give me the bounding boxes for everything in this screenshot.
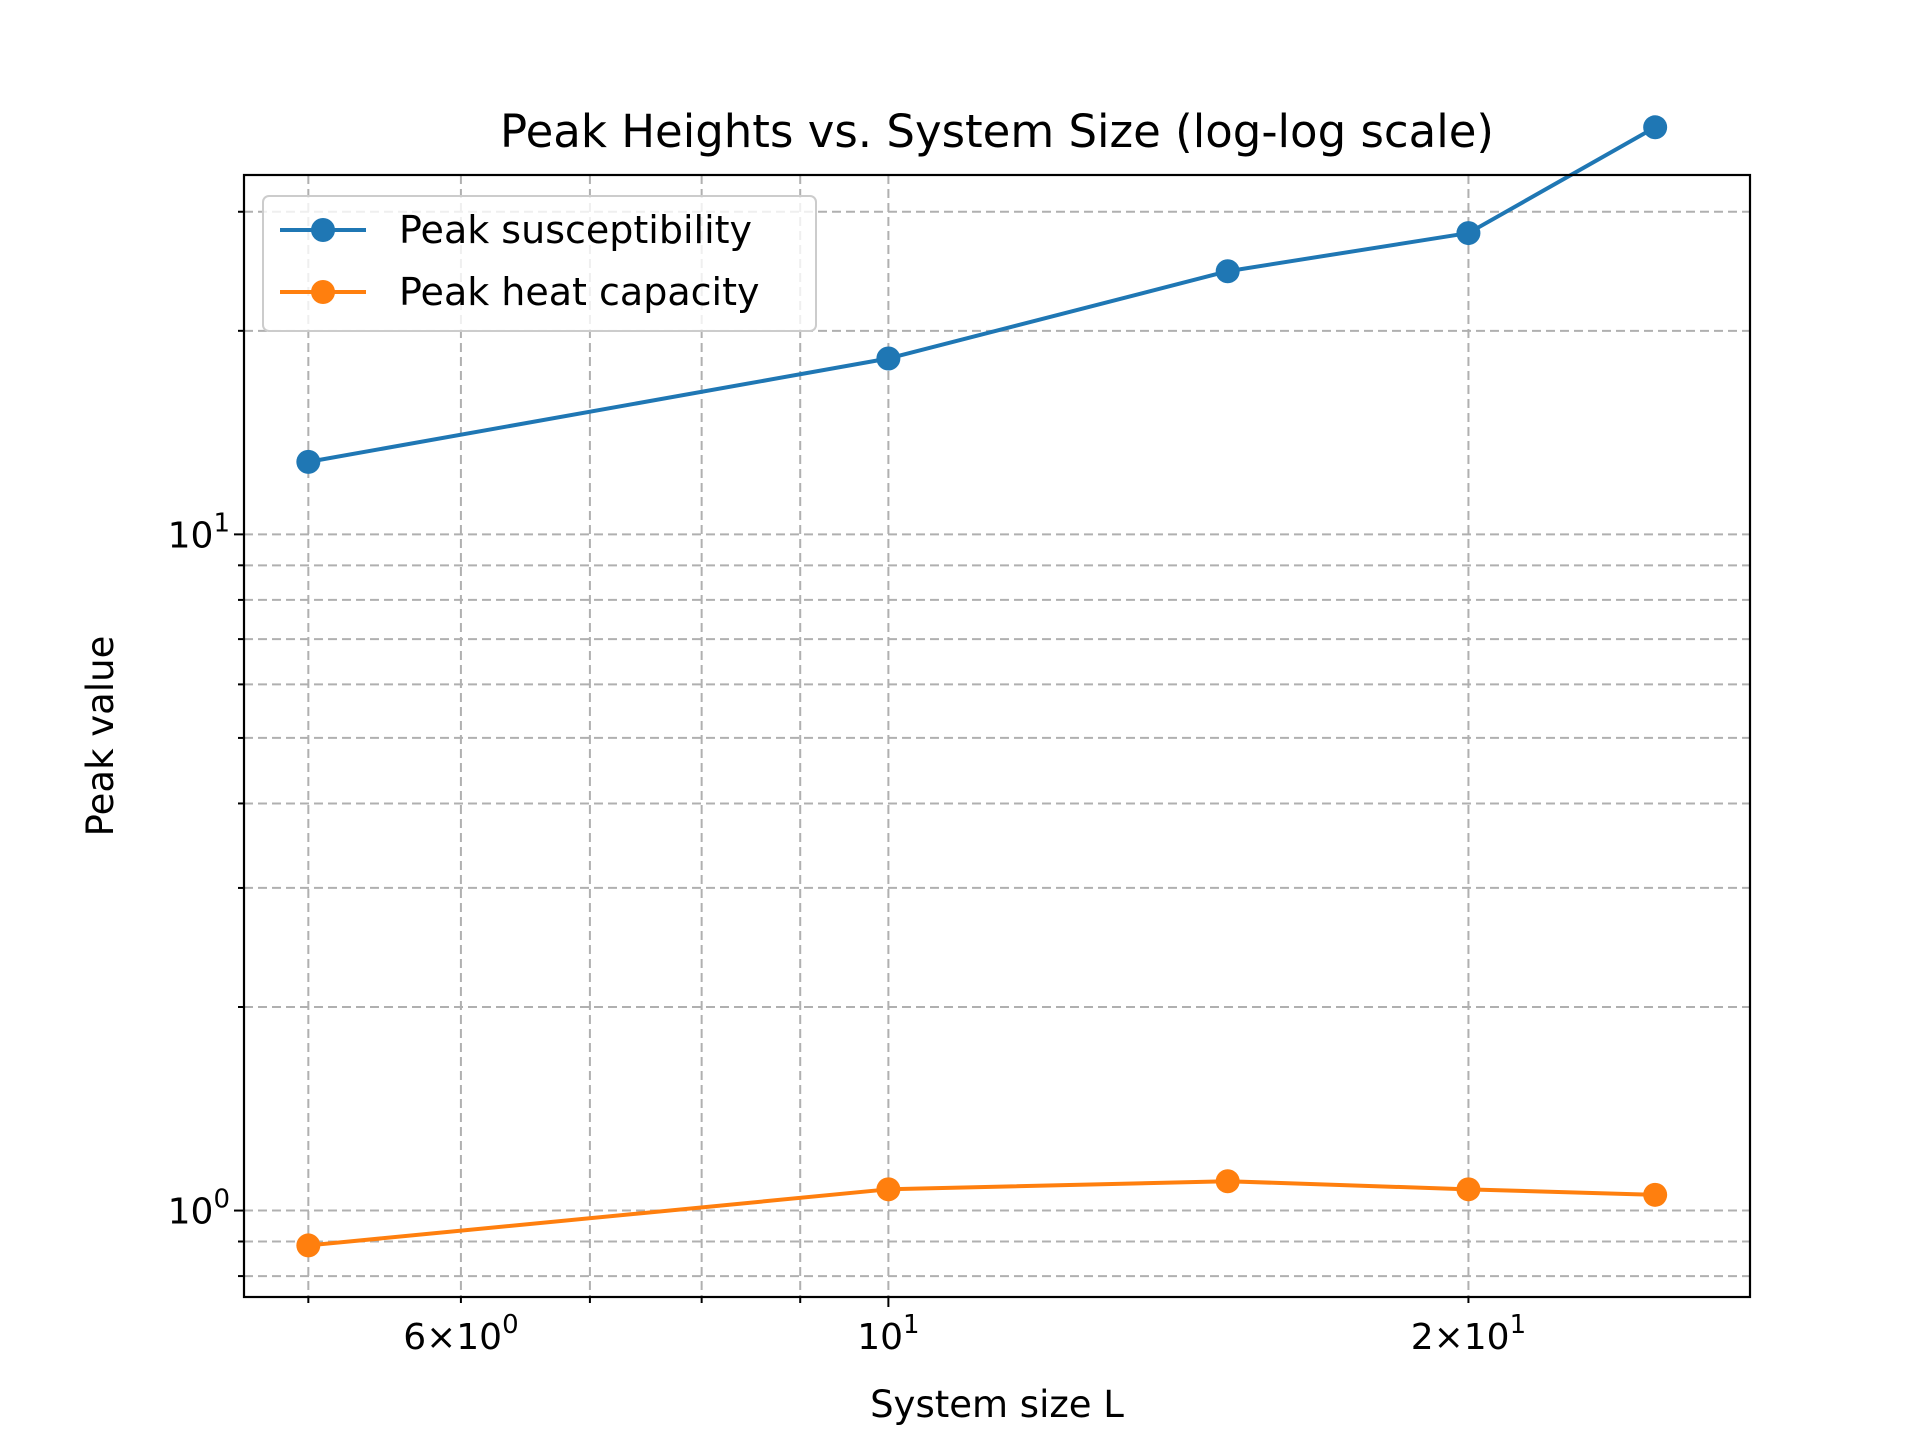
y-tick-mantissa: 10 — [168, 515, 214, 556]
x-tick-label: 2×101 — [1411, 1310, 1526, 1358]
x-tick-label: 101 — [857, 1310, 919, 1358]
data-point — [876, 1177, 901, 1202]
legend-label-0: Peak susceptibility — [399, 208, 752, 252]
y-tick-mantissa: 10 — [168, 1192, 214, 1233]
x-tick-label: 6×100 — [403, 1310, 518, 1358]
legend: Peak susceptibility Peak heat capacity — [262, 195, 817, 332]
x-tick-mantissa: 10 — [456, 1317, 502, 1358]
x-tick-base: 6 — [403, 1317, 426, 1358]
y-tick-exponent: 0 — [213, 1185, 230, 1215]
y-tick-exponent: 1 — [213, 508, 230, 538]
legend-label-1: Peak heat capacity — [399, 270, 759, 314]
y-axis-label: Peak value — [79, 636, 122, 837]
data-point — [1643, 1182, 1668, 1207]
x-tick-exponent: 0 — [502, 1310, 519, 1340]
plot-frame — [242, 173, 1752, 1299]
data-point — [876, 346, 901, 371]
x-tick-exponent: 1 — [1510, 1310, 1527, 1340]
x-tick-exponent: 1 — [903, 1310, 920, 1340]
data-point — [296, 1233, 321, 1258]
y-tick-label: 101 — [168, 508, 230, 556]
x-tick-times: × — [1434, 1317, 1464, 1358]
data-point — [1215, 1169, 1240, 1194]
legend-box — [262, 195, 817, 332]
y-tick-label: 100 — [168, 1185, 230, 1233]
x-axis-label: System size L — [870, 1383, 1124, 1426]
data-point — [1643, 115, 1668, 140]
chart-title: Peak Heights vs. System Size (log-log sc… — [500, 105, 1494, 158]
data-point — [1456, 1177, 1481, 1202]
legend-marker-1 — [311, 280, 335, 304]
data-point — [296, 449, 321, 474]
x-tick-mantissa: 10 — [1464, 1317, 1510, 1358]
data-point — [1456, 221, 1481, 246]
grid-lines — [244, 175, 1750, 1297]
series-layer — [296, 115, 1668, 1258]
legend-marker-0 — [311, 218, 335, 242]
x-tick-mantissa: 10 — [857, 1317, 903, 1358]
x-tick-base: 2 — [1411, 1317, 1434, 1358]
data-point — [1215, 259, 1240, 284]
x-tick-times: × — [426, 1317, 456, 1358]
